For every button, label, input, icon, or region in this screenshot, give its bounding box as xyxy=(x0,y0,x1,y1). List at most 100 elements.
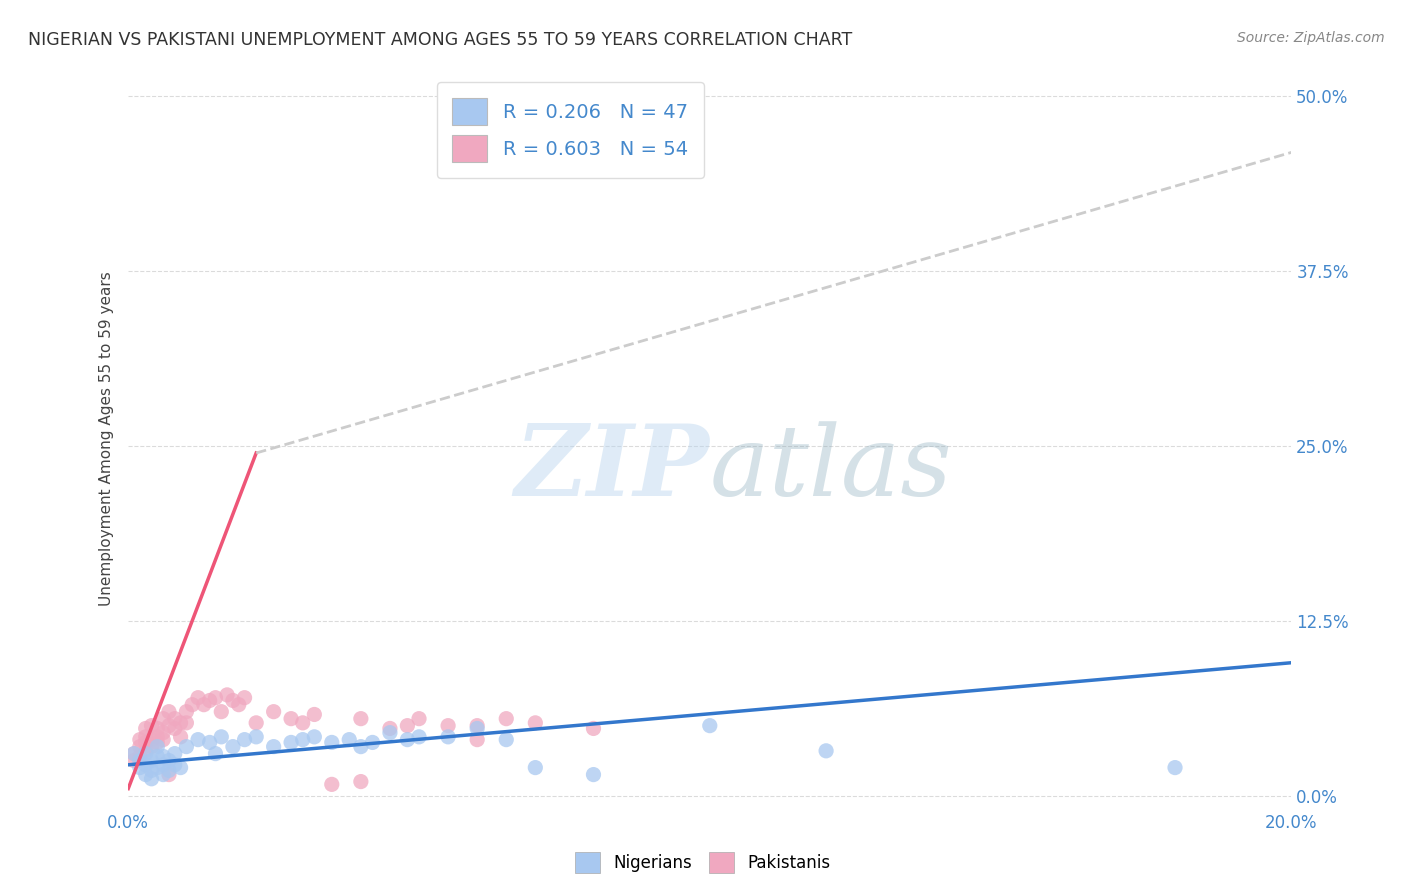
Point xyxy=(408,712,430,726)
Point xyxy=(163,747,186,761)
Point xyxy=(222,693,245,707)
Point xyxy=(128,732,150,747)
Point xyxy=(152,725,174,739)
Point xyxy=(304,730,326,744)
Point xyxy=(337,732,360,747)
Point xyxy=(163,722,186,736)
Point xyxy=(152,757,174,772)
Point xyxy=(465,719,488,733)
Point xyxy=(122,747,145,761)
Point xyxy=(350,739,373,754)
Point xyxy=(146,739,169,754)
Point xyxy=(157,767,180,781)
Point xyxy=(378,725,401,739)
Point xyxy=(291,732,314,747)
Text: ZIP: ZIP xyxy=(515,420,710,517)
Point xyxy=(291,715,314,730)
Point xyxy=(408,730,430,744)
Point xyxy=(163,757,186,772)
Point xyxy=(135,757,157,772)
Point xyxy=(245,715,267,730)
Point xyxy=(141,764,163,778)
Point xyxy=(1164,761,1187,775)
Point xyxy=(157,719,180,733)
Point xyxy=(350,774,373,789)
Point xyxy=(152,732,174,747)
Point xyxy=(378,722,401,736)
Point xyxy=(163,712,186,726)
Point xyxy=(128,739,150,754)
Point xyxy=(157,764,180,778)
Point xyxy=(122,747,145,761)
Point xyxy=(135,767,157,781)
Point xyxy=(141,772,163,786)
Point xyxy=(209,705,232,719)
Point xyxy=(135,744,157,758)
Point xyxy=(245,730,267,744)
Point xyxy=(699,719,721,733)
Point xyxy=(157,705,180,719)
Point xyxy=(128,761,150,775)
Point xyxy=(524,715,547,730)
Point xyxy=(135,722,157,736)
Text: NIGERIAN VS PAKISTANI UNEMPLOYMENT AMONG AGES 55 TO 59 YEARS CORRELATION CHART: NIGERIAN VS PAKISTANI UNEMPLOYMENT AMONG… xyxy=(28,31,852,49)
Point xyxy=(146,735,169,749)
Point xyxy=(204,690,226,705)
Point xyxy=(361,735,384,749)
Point xyxy=(187,690,209,705)
Point xyxy=(495,712,517,726)
Point xyxy=(437,730,460,744)
Point xyxy=(263,739,285,754)
Point xyxy=(187,732,209,747)
Point xyxy=(146,761,169,775)
Point xyxy=(582,767,605,781)
Point xyxy=(495,732,517,747)
Point xyxy=(141,719,163,733)
Point xyxy=(815,744,838,758)
Point xyxy=(228,698,250,712)
Point xyxy=(135,730,157,744)
Legend: Nigerians, Pakistanis: Nigerians, Pakistanis xyxy=(569,846,837,880)
Text: atlas: atlas xyxy=(710,421,952,516)
Point xyxy=(321,735,343,749)
Point xyxy=(350,712,373,726)
Point xyxy=(198,735,221,749)
Point xyxy=(135,747,157,761)
Point xyxy=(157,754,180,768)
Point xyxy=(176,715,198,730)
Point xyxy=(146,730,169,744)
Point xyxy=(263,705,285,719)
Point xyxy=(176,705,198,719)
Text: Source: ZipAtlas.com: Source: ZipAtlas.com xyxy=(1237,31,1385,45)
Point xyxy=(122,754,145,768)
Point xyxy=(169,730,191,744)
Y-axis label: Unemployment Among Ages 55 to 59 years: Unemployment Among Ages 55 to 59 years xyxy=(100,272,114,607)
Point xyxy=(135,735,157,749)
Point xyxy=(217,688,239,702)
Point xyxy=(146,749,169,764)
Point xyxy=(465,732,488,747)
Point xyxy=(146,722,169,736)
Point xyxy=(280,735,302,749)
Legend: R = 0.206   N = 47, R = 0.603   N = 54: R = 0.206 N = 47, R = 0.603 N = 54 xyxy=(437,82,703,178)
Point xyxy=(233,690,256,705)
Point xyxy=(169,715,191,730)
Point xyxy=(321,777,343,791)
Point xyxy=(222,739,245,754)
Point xyxy=(396,732,419,747)
Point xyxy=(181,698,204,712)
Point xyxy=(152,712,174,726)
Point xyxy=(169,761,191,775)
Point xyxy=(582,722,605,736)
Point xyxy=(396,719,419,733)
Point xyxy=(209,730,232,744)
Point xyxy=(128,754,150,768)
Point xyxy=(465,722,488,736)
Point xyxy=(280,712,302,726)
Point xyxy=(304,707,326,722)
Point xyxy=(437,719,460,733)
Point xyxy=(128,749,150,764)
Point xyxy=(233,732,256,747)
Point xyxy=(176,739,198,754)
Point xyxy=(141,739,163,754)
